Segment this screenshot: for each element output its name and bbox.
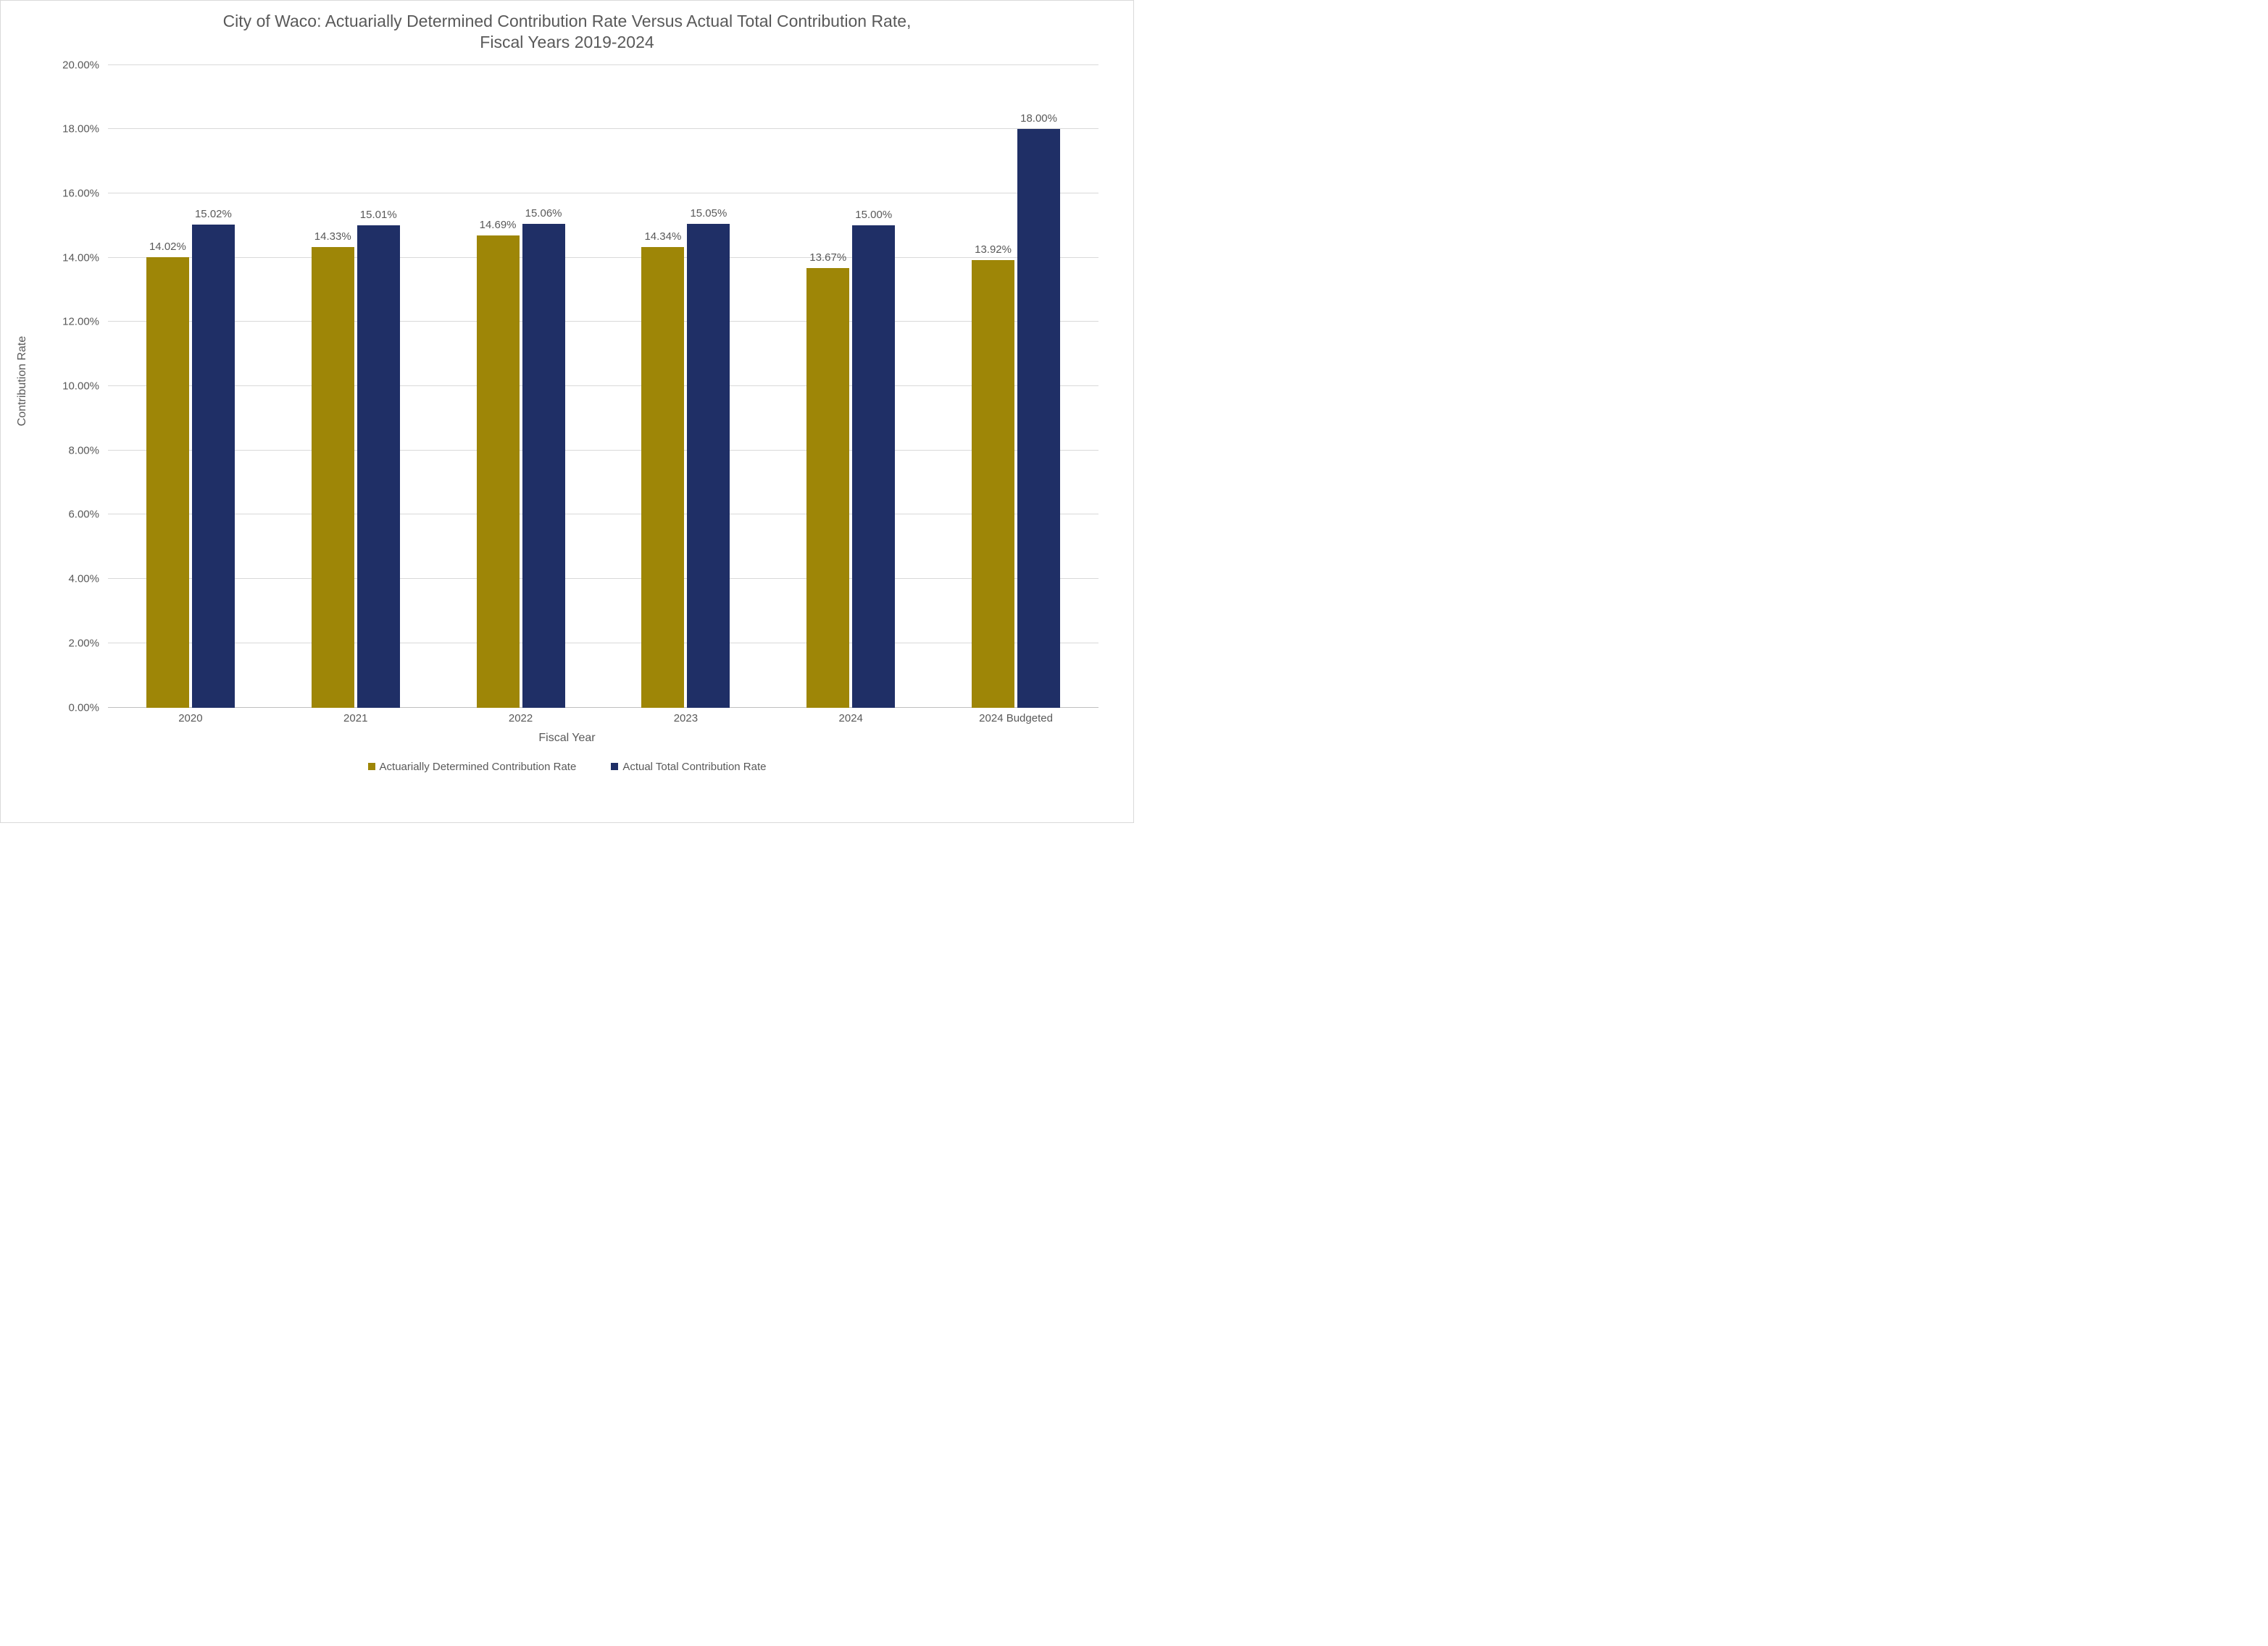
data-label: 14.69% [480,219,517,235]
x-axis: 202020212022202320242024 Budgeted [108,712,1098,724]
x-tick-label: 2024 Budgeted [933,712,1098,724]
legend-swatch [611,763,618,770]
bar: 15.01% [357,225,400,708]
chart-title: City of Waco: Actuarially Determined Con… [14,11,1120,53]
bar: 15.00% [852,225,895,707]
x-tick-label: 2023 [603,712,768,724]
bar-group: 14.33%15.01% [273,65,438,708]
bar: 15.06% [522,224,565,708]
chart-container: City of Waco: Actuarially Determined Con… [0,0,1134,823]
data-label: 13.67% [809,251,846,268]
y-tick-label: 16.00% [62,187,108,199]
legend-label: Actual Total Contribution Rate [622,761,766,773]
y-tick-label: 20.00% [62,59,108,71]
x-tick-label: 2021 [273,712,438,724]
bar-group: 13.67%15.00% [768,65,933,708]
y-tick-label: 12.00% [62,316,108,328]
y-axis-title: Contribution Rate [16,335,29,426]
x-tick-label: 2024 [768,712,933,724]
bar-group: 14.02%15.02% [108,65,273,708]
data-label: 15.00% [855,209,892,225]
y-tick-label: 4.00% [68,573,108,585]
data-label: 15.02% [195,208,232,225]
chart-title-line1: City of Waco: Actuarially Determined Con… [223,12,912,30]
x-tick-label: 2022 [438,712,604,724]
plot-wrapper: Contribution Rate 0.00%2.00%4.00%6.00%8.… [28,54,1106,708]
y-tick-label: 0.00% [68,701,108,714]
y-tick-label: 10.00% [62,380,108,393]
bar: 14.34% [641,247,684,708]
data-label: 14.33% [314,230,351,247]
legend: Actuarially Determined Contribution Rate… [14,761,1120,773]
plot-area: 0.00%2.00%4.00%6.00%8.00%10.00%12.00%14.… [108,65,1098,708]
data-label: 18.00% [1020,112,1057,129]
legend-label: Actuarially Determined Contribution Rate [380,761,577,773]
chart-title-line2: Fiscal Years 2019-2024 [480,33,654,51]
bar: 13.92% [972,260,1014,707]
data-label: 14.34% [644,230,681,247]
y-tick-label: 18.00% [62,123,108,135]
bar: 14.69% [477,235,520,708]
legend-swatch [368,763,375,770]
y-tick-label: 8.00% [68,444,108,456]
bar: 18.00% [1017,129,1060,707]
legend-item: Actual Total Contribution Rate [611,761,766,773]
y-tick-label: 14.00% [62,251,108,264]
bar-group: 13.92%18.00% [933,65,1098,708]
y-tick-label: 6.00% [68,509,108,521]
data-label: 15.06% [525,207,562,224]
y-tick-label: 2.00% [68,637,108,649]
bar-group: 14.34%15.05% [603,65,768,708]
data-label: 15.01% [360,209,397,225]
data-label: 13.92% [975,243,1012,260]
bars: 14.02%15.02%14.33%15.01%14.69%15.06%14.3… [108,65,1098,708]
data-label: 15.05% [690,207,727,224]
bar-group: 14.69%15.06% [438,65,604,708]
bar: 15.05% [687,224,730,707]
bar: 14.02% [146,257,189,708]
x-axis-title: Fiscal Year [14,732,1120,745]
x-tick-label: 2020 [108,712,273,724]
data-label: 14.02% [149,241,186,257]
bar: 13.67% [806,268,849,707]
bar: 15.02% [192,225,235,707]
legend-item: Actuarially Determined Contribution Rate [368,761,577,773]
bar: 14.33% [312,247,354,708]
